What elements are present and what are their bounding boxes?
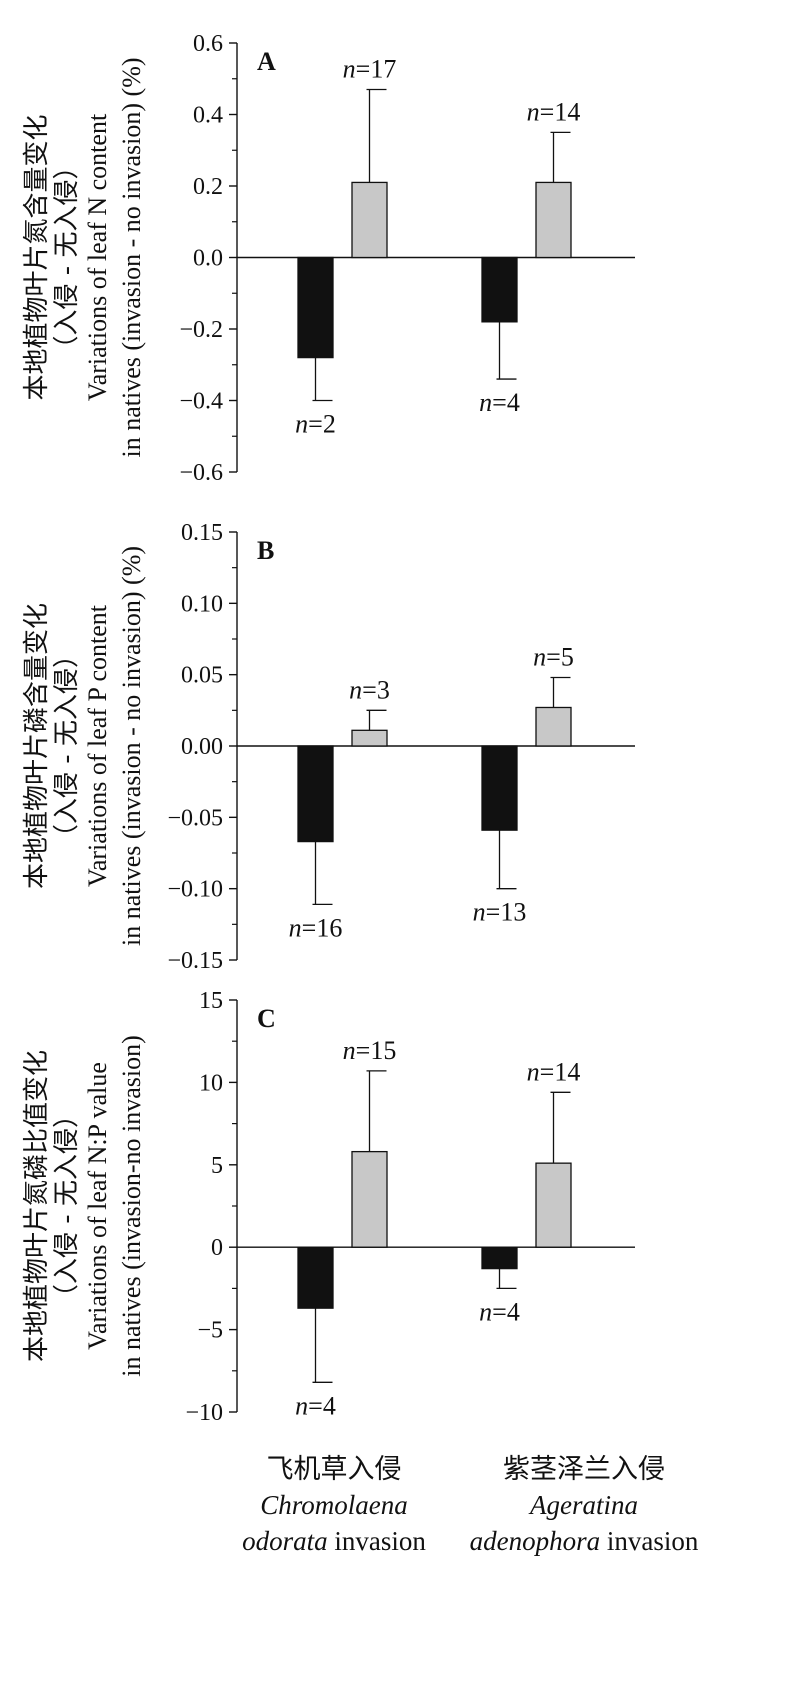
n-value: =4 (492, 1297, 520, 1326)
panel-a: −0.6 −0.4 −0.2 0.0 0.2 0.4 0.6 A 本地植物叶片氮含量变化 （入侵 … (22, 31, 635, 486)
n-label: n=15 (343, 1036, 397, 1065)
y-axis-label-en: Variations of leaf N content (83, 113, 112, 401)
bar (535, 181, 572, 259)
n-label: n=4 (295, 1391, 336, 1420)
n-symbol: n (289, 913, 302, 942)
category-species-epithet: odorata (242, 1526, 328, 1556)
y-tick-label: −0.10 (167, 877, 223, 903)
panel-letter: B (257, 536, 274, 565)
y-tick-label: −0.4 (179, 389, 223, 415)
y-axis-label-zh: 本地植物叶片氮含量变化 (22, 114, 52, 400)
y-axis-label-en: Variations of leaf P content (83, 604, 112, 887)
y-axis-label-zh-sub: （入侵 - 无入侵） (52, 642, 82, 850)
panel-b: −0.15 −0.10 −0.05 0.00 0.05 0.10 0.15 B 本地植物叶片磷含… (22, 520, 635, 974)
bar (297, 745, 334, 843)
bar (535, 1162, 572, 1248)
y-tick-label: 5 (211, 1153, 223, 1179)
category-label-0: 飞机草入侵 Chromolaena odorata invasion (242, 1454, 426, 1556)
y-tick-label: 0.00 (181, 734, 223, 760)
n-value: =2 (308, 410, 336, 439)
panel-letter: A (257, 47, 276, 76)
n-symbol: n (343, 1036, 356, 1065)
y-tick-label: 0.0 (193, 246, 223, 272)
bar (481, 745, 518, 831)
n-symbol: n (473, 898, 486, 927)
category-label-1: 紫茎泽兰入侵 Ageratina adenophora invasion (470, 1454, 699, 1556)
bar (535, 706, 572, 747)
n-symbol: n (349, 675, 362, 704)
y-axis-label-zh-sub: （入侵 - 无入侵） (52, 154, 82, 362)
y-tick-label: 0.15 (181, 520, 223, 546)
n-label: n=2 (295, 410, 336, 439)
n-value: =17 (356, 54, 397, 83)
n-symbol: n (527, 97, 540, 126)
y-tick-label: −0.6 (179, 460, 223, 486)
bar (351, 181, 388, 259)
y-tick-label: 0.4 (193, 103, 223, 129)
category-species-genus: Chromolaena (260, 1490, 408, 1520)
n-label: n=13 (473, 898, 527, 927)
y-tick-label: 0 (211, 1235, 223, 1261)
n-label: n=14 (527, 1057, 581, 1086)
y-axis-label-zh: 本地植物叶片磷含量变化 (22, 603, 52, 889)
n-symbol: n (343, 54, 356, 83)
n-label: n=4 (479, 1297, 520, 1326)
y-tick-label: −0.15 (167, 948, 223, 974)
y-tick-label: 0.2 (193, 174, 223, 200)
y-axis-label-en-sub: in natives (invasion - no invasion) (%) (117, 57, 146, 457)
bar (351, 729, 388, 747)
category-zh: 飞机草入侵 (267, 1454, 402, 1485)
n-value: =15 (356, 1036, 397, 1065)
bar (481, 1246, 518, 1270)
y-axis-label-zh-sub: （入侵 - 无入侵） (52, 1102, 82, 1310)
n-value: =5 (546, 643, 574, 672)
n-value: =14 (540, 1057, 581, 1086)
y-axis-label-en: Variations of leaf N:P value (83, 1062, 112, 1350)
category-suffix: invasion (328, 1526, 427, 1556)
n-label: n=14 (527, 97, 581, 126)
n-label: n=17 (343, 54, 397, 83)
category-species-line: odorata invasion (242, 1526, 426, 1556)
bar (297, 1246, 334, 1309)
category-zh: 紫茎泽兰入侵 (503, 1454, 665, 1485)
panel-letter: C (257, 1004, 276, 1033)
y-tick-label: 0.6 (193, 31, 223, 57)
n-value: =13 (486, 898, 527, 927)
n-label: n=5 (533, 643, 574, 672)
n-label: n=16 (289, 913, 343, 942)
n-value: =4 (492, 388, 520, 417)
n-label: n=3 (349, 675, 390, 704)
bar (297, 256, 334, 359)
n-value: =4 (308, 1391, 336, 1420)
n-symbol: n (295, 410, 308, 439)
y-axis-label-zh: 本地植物叶片氮磷比值变化 (22, 1050, 52, 1362)
y-tick-label: −0.05 (167, 805, 223, 831)
n-value: =3 (362, 675, 390, 704)
y-tick-label: 0.05 (181, 663, 223, 689)
n-symbol: n (527, 1057, 540, 1086)
n-value: =16 (302, 913, 343, 942)
y-tick-label: −5 (197, 1318, 223, 1344)
n-symbol: n (479, 388, 492, 417)
category-species-epithet: adenophora (470, 1526, 601, 1556)
n-symbol: n (533, 643, 546, 672)
y-axis-label-en-sub: in natives (invasion - no invasion) (%) (117, 546, 146, 946)
y-tick-label: 10 (199, 1070, 223, 1096)
category-species-line: adenophora invasion (470, 1526, 699, 1556)
y-axis-label-en-sub: in natives (invasion-no invasion) (117, 1035, 146, 1377)
y-tick-label: −0.2 (179, 317, 223, 343)
n-symbol: n (479, 1297, 492, 1326)
n-value: =14 (540, 97, 581, 126)
y-tick-label: −10 (185, 1400, 223, 1426)
category-suffix: invasion (600, 1526, 699, 1556)
y-tick-label: 0.10 (181, 591, 223, 617)
bar (481, 256, 518, 323)
category-species-genus: Ageratina (528, 1490, 638, 1520)
y-tick-label: 15 (199, 988, 223, 1014)
bar (351, 1150, 388, 1248)
n-label: n=4 (479, 388, 520, 417)
panel-c: −10 −5 0 5 10 15 C 本地植物叶片氮磷比值变化 （入侵 - 无入侵） Variat… (22, 988, 635, 1426)
n-symbol: n (295, 1391, 308, 1420)
